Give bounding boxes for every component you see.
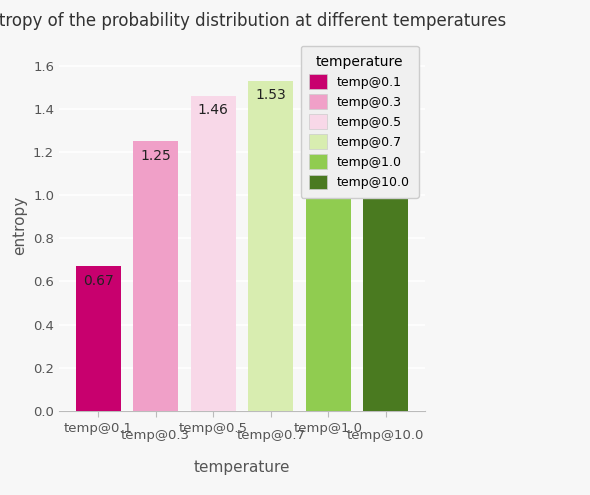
- Legend: temp@0.1, temp@0.3, temp@0.5, temp@0.7, temp@1.0, temp@10.0: temp@0.1, temp@0.3, temp@0.5, temp@0.7, …: [300, 46, 418, 198]
- Text: 1.46: 1.46: [198, 103, 228, 117]
- Text: 0.67: 0.67: [83, 274, 113, 288]
- Text: temp@0.5: temp@0.5: [179, 422, 248, 435]
- Y-axis label: entropy: entropy: [12, 196, 28, 255]
- Text: temp@0.1: temp@0.1: [64, 422, 133, 435]
- Text: temp@10.0: temp@10.0: [347, 429, 424, 442]
- Bar: [306, 72, 350, 411]
- Text: temp@0.3: temp@0.3: [121, 429, 190, 442]
- X-axis label: temperature: temperature: [194, 460, 290, 475]
- Text: 1.25: 1.25: [140, 148, 171, 162]
- Bar: [248, 81, 293, 411]
- Title: Entropy of the probability distribution at different temperatures: Entropy of the probability distribution …: [0, 12, 506, 30]
- Text: 1.53: 1.53: [255, 88, 286, 102]
- Text: 1.61: 1.61: [371, 71, 401, 85]
- Bar: [76, 266, 120, 411]
- Text: temp@1.0: temp@1.0: [294, 422, 363, 435]
- Bar: [191, 96, 235, 411]
- Bar: [133, 141, 178, 411]
- Bar: [363, 63, 408, 411]
- Text: temp@0.7: temp@0.7: [236, 429, 305, 442]
- Text: 1.57: 1.57: [313, 80, 343, 94]
